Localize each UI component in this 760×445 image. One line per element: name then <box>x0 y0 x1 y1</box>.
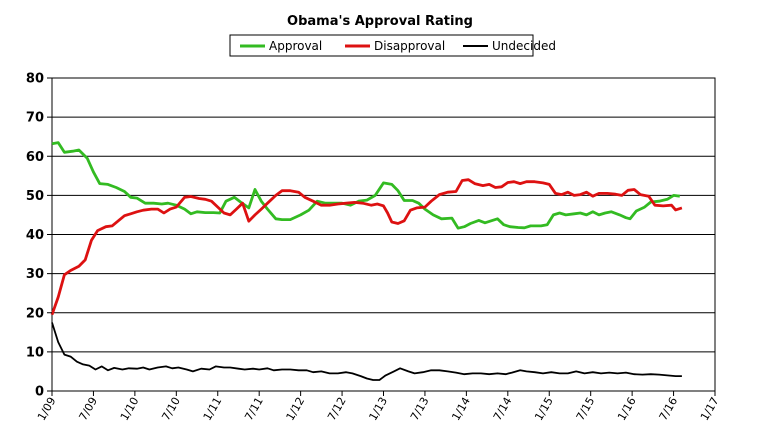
x-tick-label: 1/11 <box>201 395 225 423</box>
series-line-approval <box>51 141 680 230</box>
gridlines <box>52 116 715 353</box>
x-tick-label: 7/16 <box>657 395 681 423</box>
series-line-undecided <box>51 322 682 381</box>
y-tick-label: 40 <box>26 228 44 243</box>
x-tick-label: 1/17 <box>698 395 722 423</box>
x-tick-label: 1/12 <box>284 395 308 423</box>
legend: Approval Disapproval Undecided <box>229 34 556 57</box>
y-tick-label: 20 <box>26 306 44 321</box>
legend-label-undecided: Undecided <box>492 39 556 53</box>
y-tick-label: 70 <box>26 111 44 126</box>
x-tick-label: 1/10 <box>118 395 142 423</box>
x-tick-label: 7/13 <box>408 395 432 423</box>
y-tick-label: 50 <box>26 189 44 204</box>
x-tick-label: 7/11 <box>242 395 266 423</box>
x-tick-label: 1/13 <box>366 395 390 423</box>
x-tick-label: 7/12 <box>325 395 349 423</box>
y-tick-label: 80 <box>26 72 44 87</box>
series-lines <box>50 141 683 381</box>
y-tick-label: 10 <box>26 345 44 360</box>
y-axis: 0 10 20 30 40 50 60 70 80 <box>26 72 52 400</box>
x-tick-label: 1/15 <box>532 395 556 423</box>
x-tick-label: 7/10 <box>159 395 183 423</box>
series-line-disapproval <box>50 178 683 316</box>
legend-box <box>229 34 534 57</box>
y-tick-label: 30 <box>26 267 44 282</box>
x-tick-label: 7/15 <box>574 395 598 423</box>
chart-title: Obama's Approval Rating <box>287 14 473 29</box>
x-tick-label: 7/14 <box>491 395 515 423</box>
x-tick-label: 1/16 <box>615 395 639 423</box>
legend-label-disapproval: Disapproval <box>374 39 445 53</box>
x-tick-label: 1/14 <box>449 395 473 423</box>
legend-label-approval: Approval <box>269 39 322 53</box>
x-tick-label: 7/09 <box>76 395 100 423</box>
y-tick-label: 60 <box>26 150 44 165</box>
x-axis: 1/09 7/09 1/10 7/10 1/11 7/11 1/12 7/12 1/13 7/13… <box>35 391 722 423</box>
y-tick-label: 0 <box>35 385 44 400</box>
